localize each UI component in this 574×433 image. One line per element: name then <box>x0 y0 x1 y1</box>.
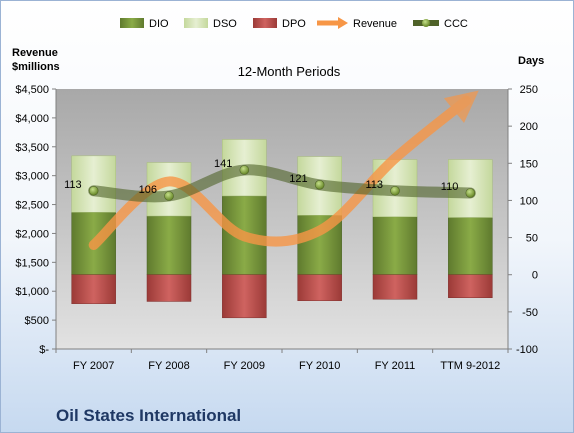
data-label-ccc: 121 <box>289 173 307 185</box>
legend-swatch-dpo <box>253 18 277 28</box>
point-ccc <box>465 188 476 198</box>
x-tick-label: FY 2011 <box>375 360 416 372</box>
point-ccc <box>88 185 99 196</box>
point-ccc <box>390 185 400 196</box>
bar-dpo <box>297 274 342 301</box>
data-label-ccc: 110 <box>441 181 459 193</box>
left-tick-label: $3,000 <box>15 171 49 183</box>
y-left-label-line1: Revenue <box>12 47 58 59</box>
x-tick-label: FY 2010 <box>299 360 340 372</box>
data-label-ccc: 106 <box>139 184 157 196</box>
legend-swatch-dso <box>184 18 208 28</box>
y-right-label: Days <box>518 55 544 67</box>
legend-label-ccc: CCC <box>444 18 468 30</box>
point-ccc <box>239 165 250 175</box>
right-tick-label: 0 <box>532 270 538 282</box>
bar-dio <box>146 215 192 275</box>
data-label-ccc: 113 <box>64 179 82 191</box>
series-line-ccc <box>88 164 476 203</box>
left-tick-label: $1,500 <box>15 257 49 269</box>
x-tick-label: FY 2007 <box>73 360 114 372</box>
left-tick-label: $- <box>39 344 49 356</box>
left-axis-ticks: $- $500 $1,000 $1,500 $2,000 $2,500 $3,000 $3,5… <box>15 84 56 356</box>
legend-label-dpo: DPO <box>282 18 306 30</box>
left-tick-label: $3,500 <box>15 142 49 154</box>
left-tick-label: $2,500 <box>15 200 49 212</box>
x-tick-label: FY 2009 <box>224 360 265 372</box>
legend-label-dio: DIO <box>149 18 169 30</box>
right-tick-label: 150 <box>520 158 538 170</box>
ccc-points <box>88 165 476 201</box>
legend-item-dpo: DPO <box>253 18 306 30</box>
bar-dpo <box>448 274 493 298</box>
x-axis-ticks: FY 2007 FY 2008 FY 2009 FY 2010 FY 2011 TTM 9… <box>55 349 509 372</box>
right-tick-label: 200 <box>520 121 538 133</box>
bar-dpo <box>146 274 192 302</box>
legend-item-dso: DSO <box>184 18 237 30</box>
left-tick-label: $500 <box>25 315 49 327</box>
right-tick-label: 50 <box>526 233 538 245</box>
point-ccc <box>314 180 325 190</box>
legend: DIO DSO DPO Revenue CCC <box>120 17 468 30</box>
left-tick-label: $4,000 <box>15 113 49 125</box>
x-tick-label: TTM 9-2012 <box>440 360 500 372</box>
left-tick-label: $1,000 <box>15 286 49 298</box>
x-tick-label: FY 2008 <box>148 360 189 372</box>
legend-label-dso: DSO <box>213 18 237 30</box>
bar-dpo <box>71 274 116 304</box>
legend-arrow-revenue <box>338 17 348 29</box>
legend-item-dio: DIO <box>120 18 169 30</box>
legend-item-ccc: CCC <box>413 18 468 30</box>
ccc-data-labels: 113 106 141 121 113 110 <box>64 158 458 196</box>
data-label-ccc: 141 <box>214 158 232 170</box>
left-tick-label: $2,000 <box>15 228 49 240</box>
y-left-label-line2: $millions <box>12 61 60 73</box>
bar-dpo <box>372 274 418 300</box>
series-line-revenue <box>88 90 479 250</box>
legend-item-revenue: Revenue <box>317 17 397 30</box>
right-tick-label: 250 <box>520 84 538 96</box>
bar-dio <box>372 216 418 275</box>
bar-dpo <box>222 274 267 319</box>
data-label-ccc: 113 <box>365 179 383 191</box>
company-name: Oil States International <box>56 406 241 425</box>
bar-dio <box>448 217 493 275</box>
right-axis-ticks: -100 -50 0 50 100 150 200 250 <box>508 84 538 356</box>
legend-swatch-dio <box>120 18 144 28</box>
legend-dot-ccc <box>422 19 430 27</box>
legend-label-revenue: Revenue <box>353 18 397 30</box>
right-tick-label: -50 <box>522 307 538 319</box>
chart-title: 12-Month Periods <box>238 64 341 79</box>
bar-dso <box>71 155 116 213</box>
right-tick-label: -100 <box>516 344 538 356</box>
right-tick-label: 100 <box>520 195 538 207</box>
left-tick-label: $4,500 <box>15 84 49 96</box>
point-ccc <box>164 191 174 201</box>
